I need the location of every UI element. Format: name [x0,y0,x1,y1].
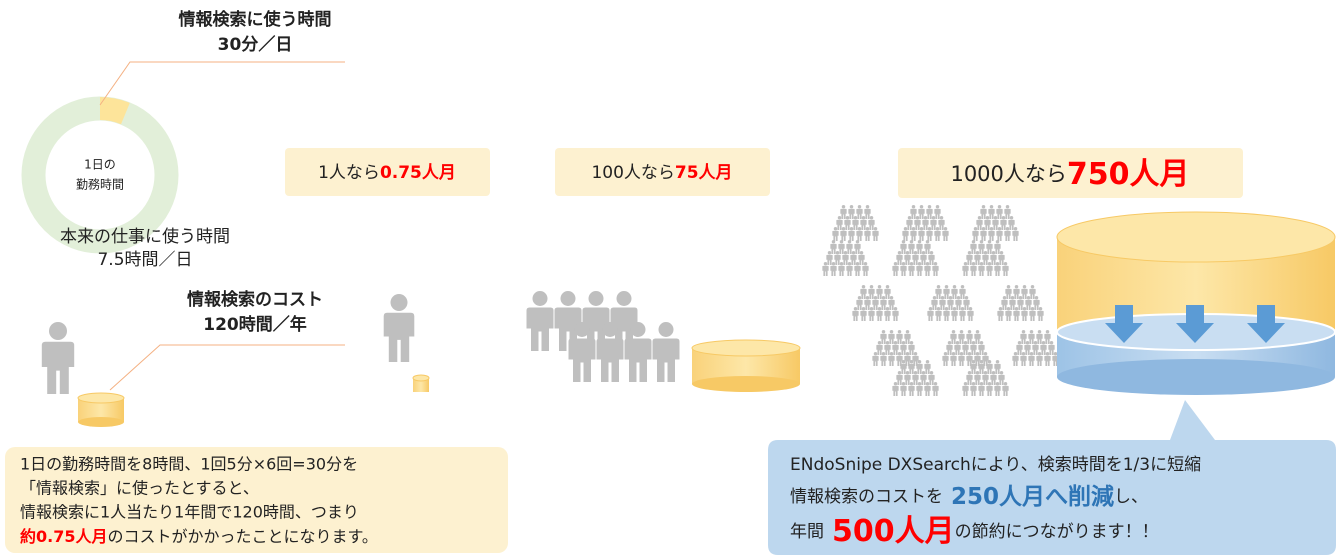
big-cylinder [1057,212,1335,395]
person [978,240,984,254]
person [988,205,994,219]
box-text: 100人なら75人月 [591,163,732,183]
box-prefix: 1000人なら [950,162,1066,186]
person [653,322,680,382]
cylinder [78,393,124,427]
person [884,285,890,299]
box: 1人なら0.75人月 [285,148,490,196]
note-line: 約0.75人月のコストがかかったことになります。 [20,527,378,546]
person [848,205,854,219]
note-tail: のコストがかかったことになります。 [107,527,377,546]
person [846,240,852,254]
leader-line [110,345,345,390]
label: 30分／日 [218,34,293,55]
note-line: 1日の勤務時間を8時間、1回5分×6回=30分を [20,455,358,474]
box-prefix: 1人なら [318,163,380,183]
person [924,240,930,254]
person [980,205,986,219]
box-amount: 0.75人月 [380,163,456,183]
person [1021,285,1027,299]
person [854,240,860,254]
box-prefix: 100人なら [591,163,674,183]
person [934,205,940,219]
person [916,240,922,254]
person [1028,330,1034,344]
person [996,205,1002,219]
note-line: 「情報検索」に使ったとすると、 [20,479,259,498]
person [1020,330,1026,344]
person [868,285,874,299]
person [994,240,1000,254]
cylinder [413,375,429,392]
label: 情報検索のコスト [187,289,323,310]
leader-line [100,62,345,105]
person [1029,285,1035,299]
result-text: 年間 [790,522,824,542]
person [959,285,965,299]
person [935,285,941,299]
person [840,205,846,219]
person [864,205,870,219]
result-text: 情報検索のコストを [790,487,943,507]
person [1004,205,1010,219]
person [986,240,992,254]
person [384,294,415,362]
person [896,330,902,344]
person [994,360,1000,374]
person [1005,285,1011,299]
person [943,285,949,299]
person [888,330,894,344]
person [1036,330,1042,344]
person [830,240,836,254]
note-line: 情報検索に1人当たり1年間で120時間、つまり [20,503,359,522]
person [926,205,932,219]
person [970,240,976,254]
person [900,240,906,254]
result-em: 250人月へ削減 [951,484,1114,510]
person [876,285,882,299]
infographic: 1日の 勤務時間 情報検索に使う時間 30分／日 本来の仕事に使う時間 7.5時… [0,0,1340,556]
result-box: ENdoSnipe DXSearchにより、検索時間を1/3に短縮 情報検索のコ… [768,400,1336,555]
donut-center: 1日の [84,158,116,172]
donut-center: 勤務時間 [76,178,124,192]
page: 1日の 勤務時間 情報検索に使う時間 30分／日 本来の仕事に使う時間 7.5時… [0,0,1340,556]
label: 7.5時間／日 [97,250,192,270]
box-amount: 75人月 [675,163,733,183]
person [904,330,910,344]
person [860,285,866,299]
person [527,291,554,351]
person [950,330,956,344]
person [910,205,916,219]
box: 100人なら75人月 [555,148,770,196]
person [951,285,957,299]
person [1044,330,1050,344]
result-line: 情報検索のコストを 250人月へ削減し、 [790,484,1148,510]
note-box: 1日の勤務時間を8時間、1回5分×6回=30分を 「情報検索」に使ったとすると、… [5,447,508,553]
person [880,330,886,344]
person [918,205,924,219]
label: 120時間／年 [203,314,307,335]
result-em: 500人月 [832,514,955,549]
note-highlight: 約0.75人月 [20,527,107,546]
box: 1000人なら750人月 [898,148,1243,198]
person [856,205,862,219]
person [42,322,74,394]
person [966,330,972,344]
label: 本来の仕事に使う時間 [60,226,230,247]
cylinder [692,340,800,392]
result-line: ENdoSnipe DXSearchにより、検索時間を1/3に短縮 [790,455,1201,475]
person [924,360,930,374]
person [908,240,914,254]
box-amount: 750人月 [1067,157,1190,192]
box-text: 1人なら0.75人月 [318,163,456,183]
result-text: の節約につながります！！ [955,522,1159,542]
person [974,330,980,344]
crowd [822,205,1058,396]
result-text: し、 [1114,487,1148,507]
label: 情報検索に使う時間 [179,9,332,30]
people-group [527,291,680,382]
person [1013,285,1019,299]
person [958,330,964,344]
person [838,240,844,254]
